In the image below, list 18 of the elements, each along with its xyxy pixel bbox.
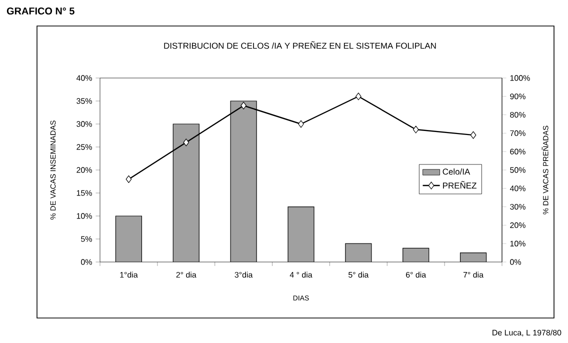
bar [115,216,142,262]
chart-title: GRAFICO N° 5 [6,7,74,15]
point [183,138,190,146]
bar [288,206,314,262]
chart-subtitle: DISTRIBUCION DE CELOS /IA Y PREÑEZ EN EL SISTEMA FOLIPLAN [164,41,436,49]
bar [460,252,487,262]
point [356,92,362,100]
bar [402,248,430,262]
point [126,175,132,183]
point [470,131,476,139]
legend-label: Celo/IA [442,168,470,175]
bar [345,243,372,262]
bar [172,124,200,262]
point [298,120,304,128]
legend-label: PREÑEZ [443,181,476,188]
point [240,102,246,110]
bar [230,100,257,262]
point [412,126,419,134]
